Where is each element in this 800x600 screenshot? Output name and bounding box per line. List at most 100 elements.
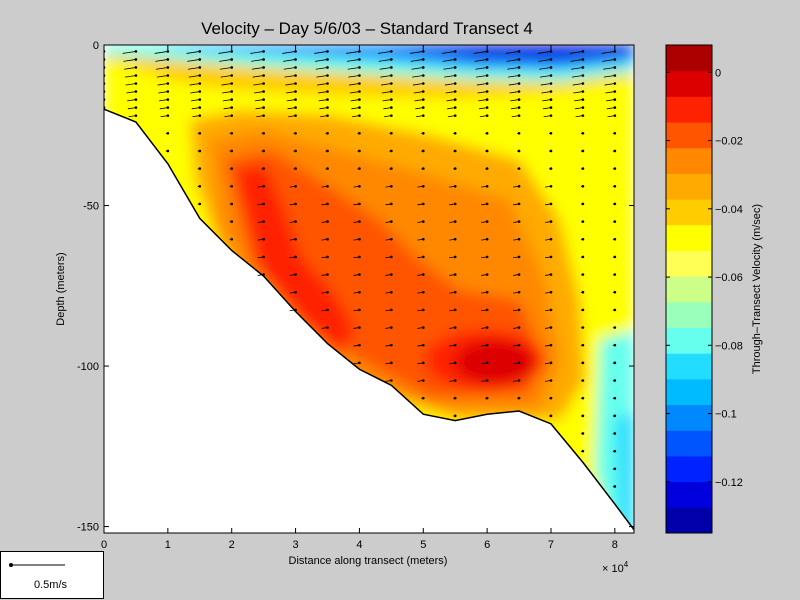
velocity-vector	[580, 290, 585, 294]
x-multiplier-exp: 4	[624, 560, 629, 569]
velocity-vector	[189, 82, 202, 86]
velocity-vector	[155, 58, 170, 62]
velocity-vector	[513, 290, 521, 294]
x-tick-label: 6	[484, 539, 490, 551]
velocity-vector	[156, 74, 170, 78]
velocity-vector	[357, 131, 361, 135]
velocity-vector	[126, 90, 138, 94]
velocity-vector	[385, 237, 393, 241]
colorbar-swatch	[666, 250, 712, 277]
velocity-vector	[197, 131, 202, 135]
velocity-vector	[421, 149, 425, 153]
velocity-vector	[353, 184, 361, 188]
x-axis-label: Distance along transect (meters)	[289, 555, 448, 567]
velocity-vector	[319, 106, 329, 110]
velocity-vector	[389, 149, 393, 153]
velocity-vector	[445, 90, 457, 94]
velocity-vector	[261, 167, 265, 170]
velocity-vector	[285, 82, 297, 86]
velocity-vector	[293, 167, 297, 170]
colorbar-tick-label: −0.12	[715, 477, 743, 489]
colorbar-ticks: 0 −0.02 −0.04 −0.06 −0.08 −0.1 −0.12	[666, 67, 743, 489]
velocity-vector	[348, 74, 361, 78]
velocity-vector	[411, 66, 425, 70]
velocity-vector	[125, 82, 138, 86]
x-tick-label: 7	[548, 539, 554, 551]
velocity-vector	[286, 98, 297, 102]
velocity-vector	[186, 50, 202, 54]
velocity-vector	[449, 326, 457, 329]
velocity-vector	[449, 343, 457, 347]
velocity-vector	[229, 220, 234, 223]
colorbar-swatch	[666, 301, 712, 329]
velocity-vector	[453, 396, 457, 400]
velocity-vector	[442, 58, 457, 62]
velocity-vector	[580, 220, 585, 223]
velocity-vector	[321, 290, 329, 294]
velocity-vector	[187, 66, 202, 70]
colorbar-swatch	[666, 455, 712, 483]
velocity-vector	[421, 131, 425, 135]
velocity-vector	[320, 114, 329, 118]
colorbar-swatch	[666, 96, 712, 123]
colorbar-swatch	[666, 173, 712, 200]
velocity-vector	[612, 396, 617, 400]
velocity-vector	[481, 255, 489, 259]
velocity-vector	[346, 50, 361, 54]
velocity-vector	[481, 202, 489, 206]
velocity-vector	[612, 220, 617, 223]
velocity-vector	[104, 58, 106, 61]
colorbar-swatch	[666, 224, 712, 251]
velocity-vector	[165, 131, 170, 135]
velocity-vector	[513, 343, 521, 347]
velocity-vector	[104, 66, 106, 69]
velocity-vector	[612, 449, 617, 453]
velocity-vector	[602, 58, 617, 62]
velocity-vector	[612, 202, 617, 206]
vector-scale-label: 0.5m/s	[34, 579, 68, 591]
velocity-vector	[612, 237, 617, 241]
colorbar-tick-label: −0.08	[715, 340, 743, 352]
velocity-vector	[317, 82, 329, 86]
x-tick-label: 0	[101, 539, 107, 551]
velocity-vector	[513, 220, 521, 223]
velocity-vector	[473, 50, 489, 54]
velocity-vector	[539, 74, 553, 78]
velocity-vector	[261, 131, 265, 135]
velocity-vector	[409, 50, 425, 54]
colorbar-tick-label: −0.04	[715, 204, 743, 216]
velocity-vector	[385, 361, 393, 365]
colorbar-swatch	[666, 199, 712, 226]
velocity-vector	[421, 167, 425, 170]
colorbar-tick-label: −0.02	[715, 136, 743, 148]
velocity-vector	[353, 237, 361, 241]
velocity-vectors	[104, 50, 617, 488]
velocity-vector	[289, 308, 297, 312]
velocity-vector	[123, 58, 138, 62]
velocity-vector	[449, 255, 457, 259]
velocity-vector	[346, 58, 361, 62]
velocity-vector	[316, 74, 329, 78]
velocity-vector	[544, 326, 553, 329]
velocity-vector	[261, 149, 265, 153]
velocity-vector	[481, 379, 489, 382]
velocity-vector	[612, 361, 617, 365]
velocity-vector	[353, 290, 361, 294]
velocity-vector	[513, 184, 521, 188]
velocity-vector	[513, 273, 521, 276]
velocity-vector	[415, 114, 425, 118]
velocity-vector	[383, 114, 393, 118]
velocity-vector	[605, 90, 617, 94]
velocity-vector	[481, 184, 489, 188]
velocity-vector	[257, 255, 265, 259]
y-axis-label: Depth (meters)	[55, 252, 67, 325]
velocity-vector	[580, 131, 585, 135]
velocity-vector	[289, 237, 297, 241]
velocity-vector	[449, 361, 457, 365]
velocity-vector	[157, 82, 170, 86]
velocity-vector	[315, 66, 329, 70]
velocity-vector	[293, 131, 297, 135]
velocity-vector	[380, 74, 393, 78]
colorbar-tick-label: −0.06	[715, 272, 743, 284]
velocity-vector	[603, 74, 617, 78]
